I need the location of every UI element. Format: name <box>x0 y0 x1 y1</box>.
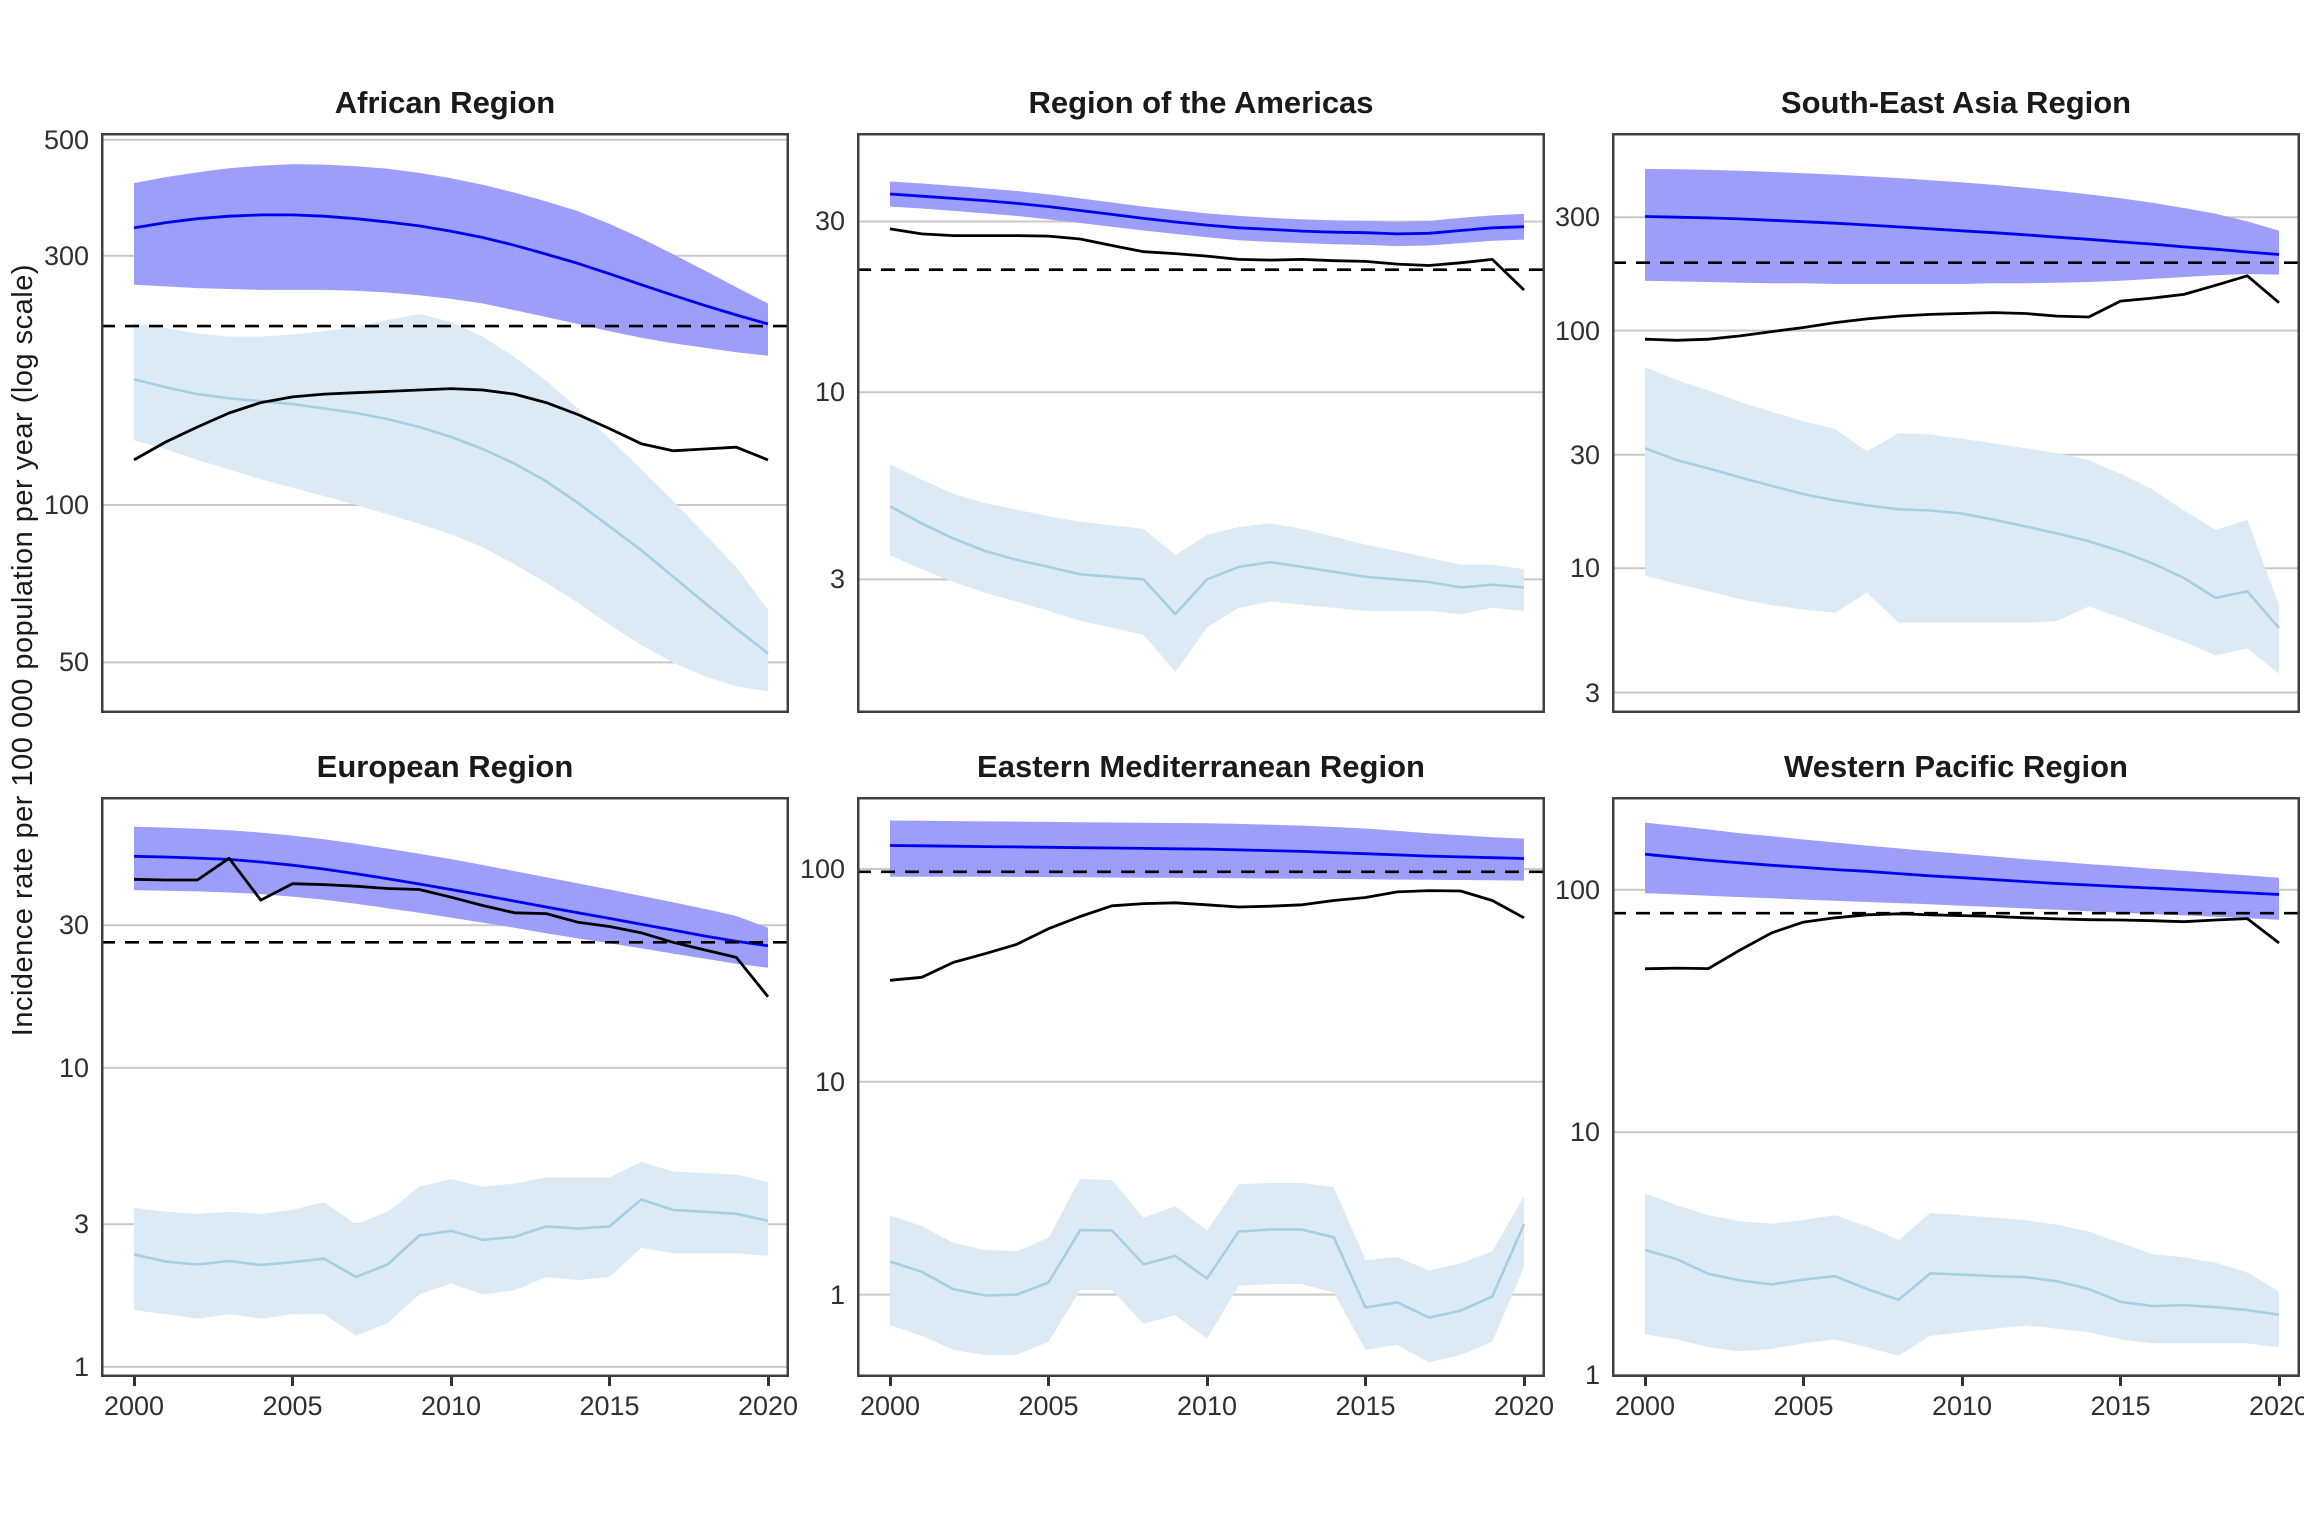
x-tick-mark <box>2119 1377 2122 1386</box>
y-tick-label: 30 <box>814 206 845 237</box>
x-tick-label: 2010 <box>420 1391 482 1421</box>
y-tick-label: 100 <box>799 854 845 885</box>
light-blue-line <box>1644 1248 2280 1316</box>
blue-line <box>1644 852 2280 896</box>
x-tick-label: 2010 <box>1176 1391 1238 1421</box>
x-tick-mark <box>1522 1377 1526 1386</box>
x-tick-label: 2015 <box>1335 1391 1396 1421</box>
y-tick-label: 1 <box>73 1351 89 1382</box>
x-tick-label: 2005 <box>1018 1391 1079 1421</box>
light-blue-ribbon <box>134 314 768 692</box>
x-tick-mark <box>1960 1377 1964 1386</box>
panel-title-european-region: European Region <box>316 749 574 784</box>
y-tick-label: 1 <box>1584 1359 1600 1390</box>
y-tick-label: 10 <box>1569 1117 1600 1148</box>
blue-ribbon <box>134 164 768 356</box>
x-tick-label: 2010 <box>1931 1391 1993 1421</box>
x-tick-mark <box>1205 1377 1209 1386</box>
x-tick-mark <box>1643 1377 1647 1386</box>
y-tick-label: 30 <box>58 910 89 941</box>
panel-title-eastern-mediterranean-region: Eastern Mediterranean Region <box>977 749 1425 784</box>
blue-ribbon <box>1645 822 2279 920</box>
black-line <box>889 227 1525 292</box>
panel-chart-south-east-asia-region <box>1612 133 2300 713</box>
y-tick-label: 500 <box>43 124 89 155</box>
x-tick-label: 2005 <box>1773 1391 1834 1421</box>
panel-border <box>101 797 789 1377</box>
y-tick-label: 10 <box>1569 553 1600 584</box>
black-line <box>889 889 1525 982</box>
x-tick-label: 2015 <box>579 1391 640 1421</box>
y-tick-label: 30 <box>1569 439 1600 470</box>
blue-line <box>133 854 769 948</box>
x-tick-mark <box>1802 1377 1805 1386</box>
y-tick-label: 10 <box>814 1066 845 1097</box>
panel-border <box>1612 133 2300 713</box>
y-tick-label: 3 <box>1584 677 1600 708</box>
x-tick-label: 2000 <box>103 1391 165 1421</box>
black-line <box>133 387 769 462</box>
black-line <box>133 856 770 998</box>
y-tick-label: 100 <box>43 490 89 521</box>
light-blue-ribbon <box>890 464 1524 673</box>
x-tick-mark <box>132 1377 136 1386</box>
x-tick-label: 2015 <box>2090 1391 2151 1421</box>
black-line <box>1644 274 2280 342</box>
x-tick-mark <box>608 1377 611 1386</box>
blue-line <box>889 192 1525 236</box>
panel-border <box>1612 797 2300 1377</box>
y-tick-label: 300 <box>43 240 89 271</box>
x-tick-mark <box>291 1377 294 1386</box>
y-tick-label: 10 <box>814 377 845 408</box>
y-tick-label: 50 <box>58 647 89 678</box>
panel-title-region-of-the-americas: Region of the Americas <box>1028 85 1374 120</box>
blue-ribbon <box>890 820 1524 881</box>
panel-chart-western-pacific-region <box>1612 797 2300 1377</box>
x-tick-mark <box>2277 1377 2281 1386</box>
x-tick-label: 2000 <box>859 1391 921 1421</box>
y-tick-label: 100 <box>1554 874 1600 905</box>
x-tick-mark <box>888 1377 892 1386</box>
light-blue-line <box>133 378 769 655</box>
blue-line <box>889 844 1525 860</box>
x-tick-label: 2000 <box>1614 1391 1676 1421</box>
panel-chart-eastern-mediterranean-region <box>857 797 1545 1377</box>
panel-border <box>101 133 789 713</box>
light-blue-ribbon <box>1645 367 2279 674</box>
y-tick-label: 1 <box>829 1279 845 1310</box>
y-tick-label: 100 <box>1554 315 1600 346</box>
panel-title-african-region: African Region <box>334 85 556 120</box>
x-tick-label: 2020 <box>2248 1391 2304 1421</box>
y-tick-label: 10 <box>58 1052 89 1083</box>
x-tick-mark <box>766 1377 770 1386</box>
y-tick-label: 300 <box>1554 202 1600 233</box>
panel-title-western-pacific-region: Western Pacific Region <box>1784 749 2128 784</box>
x-tick-mark <box>1364 1377 1367 1386</box>
light-blue-line <box>889 505 1525 616</box>
panel-chart-region-of-the-americas <box>857 133 1545 713</box>
panel-chart-african-region <box>101 133 789 713</box>
y-tick-label: 3 <box>829 564 845 595</box>
blue-ribbon <box>890 181 1524 247</box>
blue-line <box>133 213 769 326</box>
x-tick-mark <box>449 1377 453 1386</box>
panel-title-south-east-asia-region: South-East Asia Region <box>1780 85 2132 120</box>
light-blue-line <box>1644 446 2280 629</box>
panel-border <box>857 797 1545 1377</box>
light-blue-ribbon <box>890 1178 1524 1363</box>
light-blue-ribbon <box>134 1161 768 1336</box>
x-tick-label: 2020 <box>737 1391 799 1421</box>
y-tick-label: 3 <box>73 1209 89 1240</box>
x-tick-mark <box>1047 1377 1050 1386</box>
panel-border <box>857 133 1545 713</box>
x-tick-label: 2020 <box>1493 1391 1555 1421</box>
light-blue-line <box>889 1223 1526 1319</box>
blue-ribbon <box>1645 168 2279 284</box>
light-blue-line <box>133 1198 769 1279</box>
panel-chart-european-region <box>101 797 789 1377</box>
x-tick-label: 2005 <box>262 1391 323 1421</box>
black-line <box>1644 912 2280 971</box>
blue-line <box>1644 215 2280 256</box>
